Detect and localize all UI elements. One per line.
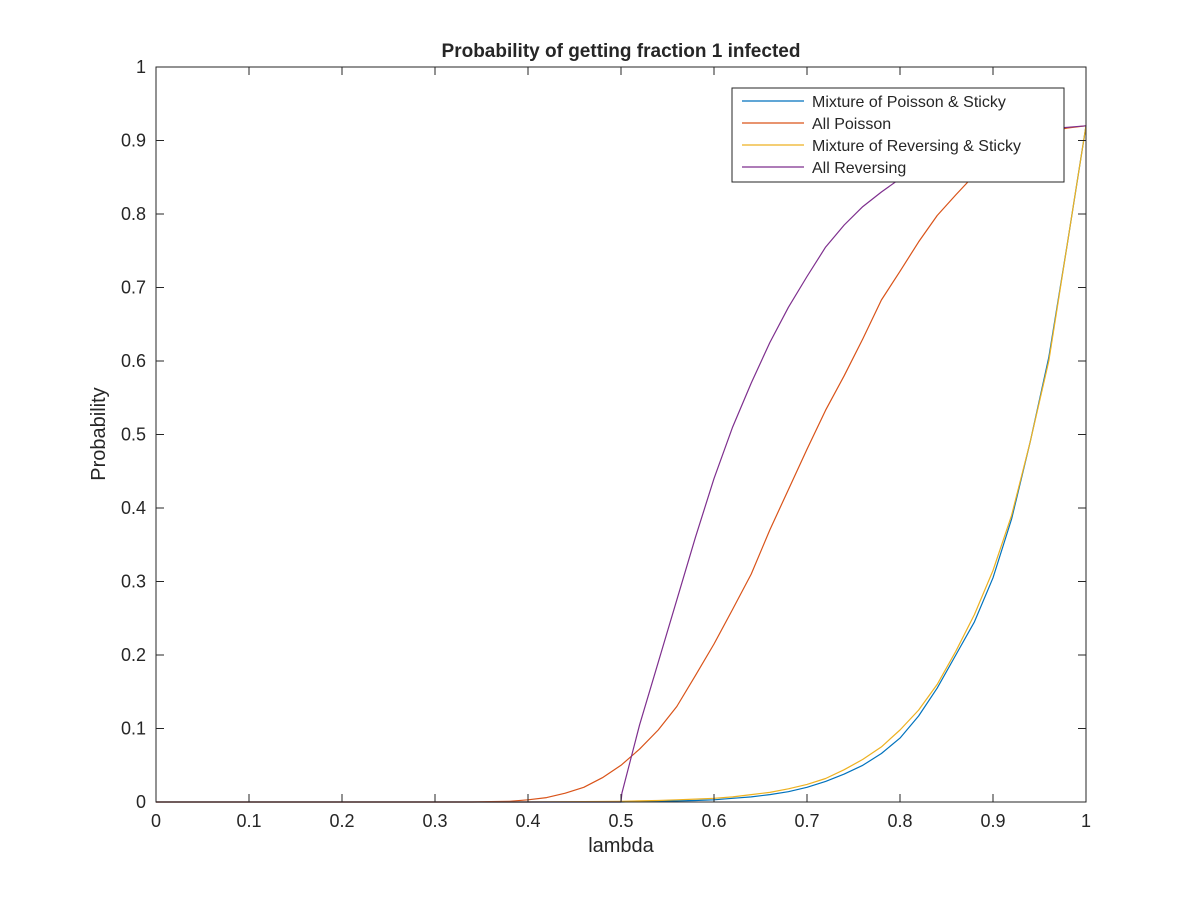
x-tick-label: 0.6 bbox=[701, 811, 726, 831]
x-axis-label: lambda bbox=[588, 835, 654, 857]
y-axis-label: Probability bbox=[88, 387, 110, 480]
y-tick-label: 0.2 bbox=[121, 645, 146, 665]
y-tick-label: 0.9 bbox=[121, 131, 146, 151]
x-tick-label: 0.7 bbox=[794, 811, 819, 831]
legend: Mixture of Poisson & Sticky All Poisson Mi… bbox=[731, 87, 1065, 183]
plot-area bbox=[156, 67, 1086, 802]
x-tick-label: 0 bbox=[151, 811, 161, 831]
y-tick-label: 0.8 bbox=[121, 204, 146, 224]
legend-box bbox=[731, 87, 1065, 183]
x-tick-label: 0.3 bbox=[422, 811, 447, 831]
legend-label-3: Mixture of Reversing & Sticky bbox=[812, 138, 1021, 155]
x-tick-label: 0.5 bbox=[608, 811, 633, 831]
x-axis-ticks: 0 0.1 0.2 0.3 0.4 0.5 0.6 0.7 0.8 0.9 1 bbox=[151, 67, 1091, 831]
legend-label-4: All Reversing bbox=[812, 160, 906, 177]
y-tick-label: 0.7 bbox=[121, 278, 146, 298]
x-tick-label: 0.4 bbox=[515, 811, 540, 831]
y-tick-label: 1 bbox=[136, 57, 146, 77]
x-tick-label: 0.2 bbox=[329, 811, 354, 831]
y-tick-label: 0.3 bbox=[121, 572, 146, 592]
x-tick-label: 0.9 bbox=[980, 811, 1005, 831]
legend-label-1: Mixture of Poisson & Sticky bbox=[812, 94, 1006, 111]
x-tick-label: 1 bbox=[1081, 811, 1091, 831]
y-axis-ticks: 0 0.1 0.2 0.3 0.4 0.5 0.6 0.7 0.8 0.9 1 bbox=[121, 57, 1086, 812]
axes-background bbox=[156, 67, 1086, 802]
y-tick-label: 0 bbox=[136, 792, 146, 812]
x-tick-label: 0.8 bbox=[887, 811, 912, 831]
y-tick-label: 0.5 bbox=[121, 425, 146, 445]
chart-title: Probability of getting fraction 1 infect… bbox=[442, 41, 801, 62]
legend-label-2: All Poisson bbox=[812, 116, 891, 133]
x-tick-label: 0.1 bbox=[236, 811, 261, 831]
y-tick-label: 0.4 bbox=[121, 498, 146, 518]
y-tick-label: 0.6 bbox=[121, 351, 146, 371]
y-tick-label: 0.1 bbox=[121, 719, 146, 739]
